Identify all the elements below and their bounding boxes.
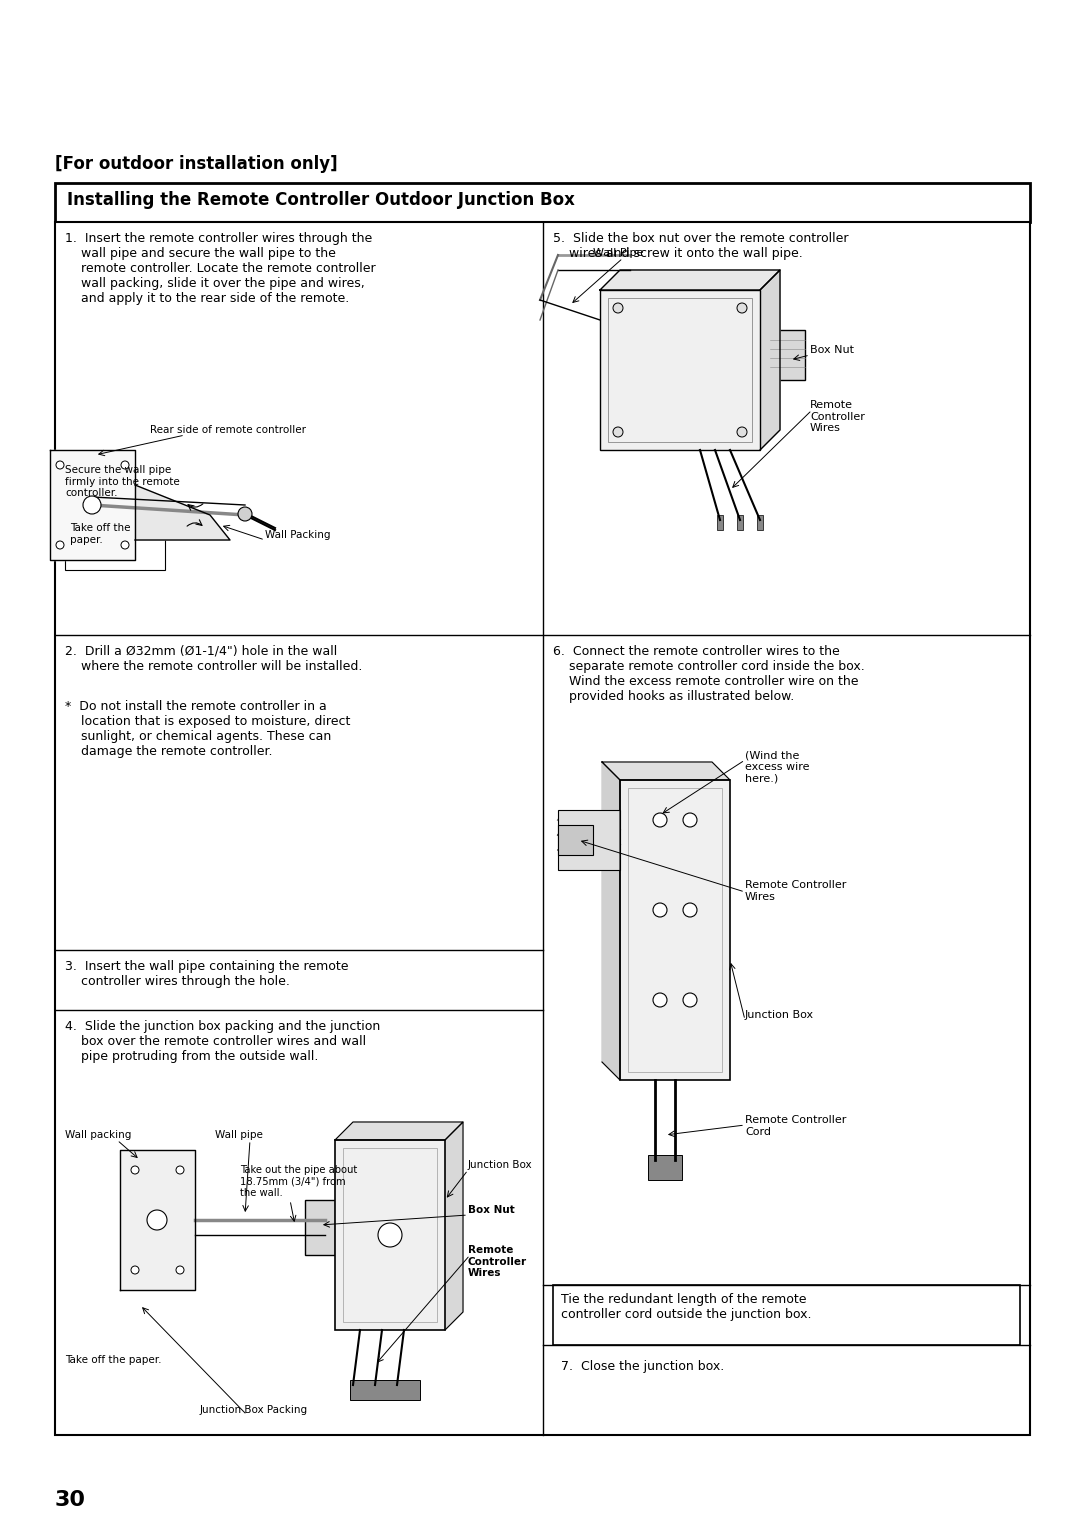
Bar: [55, 183, 1030, 222]
Text: 2.  Drill a Ø32mm (Ø1-1/4") hole in the wall
    where the remote controller wil: 2. Drill a Ø32mm (Ø1-1/4") hole in the w…: [65, 645, 363, 672]
Text: Remote Controller
Wires: Remote Controller Wires: [745, 880, 847, 902]
Text: Tie the redundant length of the remote
controller cord outside the junction box.: Tie the redundant length of the remote c…: [561, 1293, 811, 1322]
Text: Junction Box: Junction Box: [745, 1010, 814, 1021]
Text: 3.  Insert the wall pipe containing the remote
    controller wires through the : 3. Insert the wall pipe containing the r…: [65, 960, 349, 989]
Circle shape: [653, 993, 667, 1007]
Circle shape: [737, 426, 747, 437]
Bar: [608, 298, 752, 442]
Circle shape: [83, 497, 102, 513]
Circle shape: [613, 303, 623, 313]
Text: Wall pipe: Wall pipe: [215, 1131, 262, 1140]
Text: Take out the pipe about
18.75mm (3/4") from
the wall.: Take out the pipe about 18.75mm (3/4") f…: [240, 1164, 357, 1198]
Text: 30: 30: [55, 1490, 86, 1510]
Bar: [335, 1140, 445, 1329]
Bar: [55, 222, 1030, 1435]
Polygon shape: [445, 1122, 463, 1329]
Text: Wall Pipe: Wall Pipe: [593, 248, 644, 258]
Polygon shape: [602, 762, 730, 779]
Polygon shape: [120, 1151, 195, 1290]
Circle shape: [238, 507, 252, 521]
Circle shape: [121, 541, 129, 549]
Bar: [553, 1285, 1020, 1345]
Text: Wall Packing: Wall Packing: [265, 530, 330, 539]
Text: Remote
Controller
Wires: Remote Controller Wires: [468, 1245, 527, 1279]
Bar: [65, 515, 165, 570]
Text: Remote
Controller
Wires: Remote Controller Wires: [810, 400, 865, 434]
Bar: [627, 788, 723, 1073]
Text: 5.  Slide the box nut over the remote controller
    wires and screw it onto the: 5. Slide the box nut over the remote con…: [553, 232, 849, 260]
Bar: [717, 515, 723, 530]
Bar: [558, 825, 593, 856]
Polygon shape: [50, 451, 135, 559]
Circle shape: [56, 541, 64, 549]
Polygon shape: [600, 270, 780, 290]
Bar: [558, 810, 620, 869]
Text: 1.  Insert the remote controller wires through the
    wall pipe and secure the : 1. Insert the remote controller wires th…: [65, 232, 376, 306]
Circle shape: [176, 1267, 184, 1274]
Circle shape: [147, 1210, 167, 1230]
Circle shape: [613, 426, 623, 437]
Polygon shape: [335, 1122, 463, 1140]
Bar: [600, 290, 760, 451]
Text: Wall packing: Wall packing: [65, 1131, 132, 1140]
Bar: [648, 1155, 681, 1180]
Bar: [770, 330, 805, 380]
Text: Box Nut: Box Nut: [810, 345, 854, 354]
Polygon shape: [135, 484, 230, 539]
Polygon shape: [760, 270, 780, 451]
Circle shape: [131, 1166, 139, 1174]
Polygon shape: [602, 762, 620, 1080]
Text: *  Do not install the remote controller in a
    location that is exposed to moi: * Do not install the remote controller i…: [65, 700, 350, 758]
Circle shape: [683, 993, 697, 1007]
Circle shape: [653, 903, 667, 917]
Circle shape: [121, 461, 129, 469]
Text: Secure the wall pipe
firmly into the remote
controller.: Secure the wall pipe firmly into the rem…: [65, 465, 179, 498]
Text: Junction Box: Junction Box: [468, 1160, 532, 1170]
Circle shape: [683, 903, 697, 917]
Bar: [305, 1199, 335, 1254]
Text: Junction Box Packing: Junction Box Packing: [200, 1406, 308, 1415]
Circle shape: [737, 303, 747, 313]
Circle shape: [176, 1166, 184, 1174]
Text: [For outdoor installation only]: [For outdoor installation only]: [55, 154, 338, 173]
Circle shape: [56, 461, 64, 469]
Circle shape: [683, 813, 697, 827]
Bar: [757, 515, 762, 530]
Bar: [737, 515, 743, 530]
Text: Box Nut: Box Nut: [468, 1206, 515, 1215]
Circle shape: [378, 1222, 402, 1247]
Text: Rear side of remote controller: Rear side of remote controller: [150, 425, 306, 435]
Circle shape: [131, 1267, 139, 1274]
Text: Take off the paper.: Take off the paper.: [65, 1355, 162, 1365]
Text: (Wind the
excess wire
here.): (Wind the excess wire here.): [745, 750, 810, 784]
Text: Remote Controller
Cord: Remote Controller Cord: [745, 1115, 847, 1137]
Bar: [350, 1380, 420, 1400]
Text: 6.  Connect the remote controller wires to the
    separate remote controller co: 6. Connect the remote controller wires t…: [553, 645, 865, 703]
Text: Take off the
paper.: Take off the paper.: [70, 523, 131, 544]
Text: 7.  Close the junction box.: 7. Close the junction box.: [561, 1360, 725, 1374]
Text: 4.  Slide the junction box packing and the junction
    box over the remote cont: 4. Slide the junction box packing and th…: [65, 1021, 380, 1063]
Text: Installing the Remote Controller Outdoor Junction Box: Installing the Remote Controller Outdoor…: [67, 191, 575, 209]
Bar: [620, 779, 730, 1080]
Bar: [343, 1148, 437, 1322]
Circle shape: [653, 813, 667, 827]
